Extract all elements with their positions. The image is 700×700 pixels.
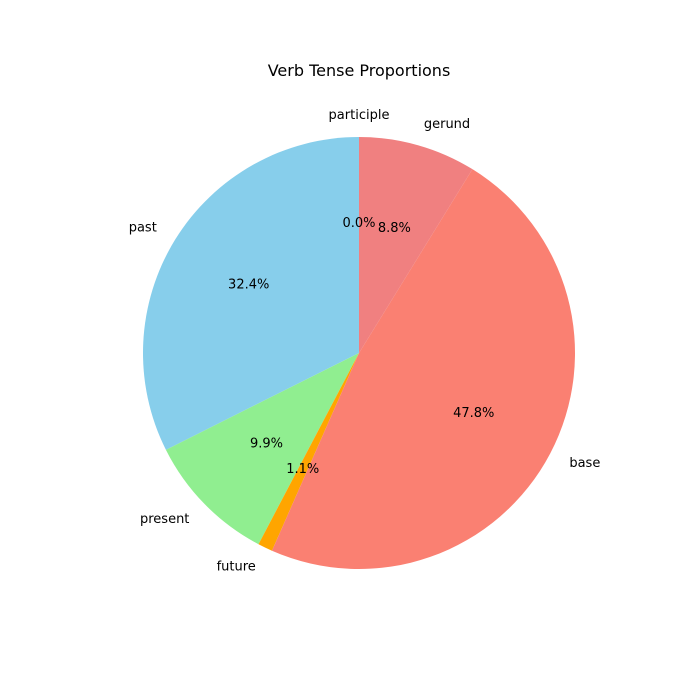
pie-slice-present	[165, 353, 359, 545]
slice-label-present: present	[140, 512, 189, 527]
slice-label-past: past	[129, 221, 157, 236]
slice-label-gerund: gerund	[424, 117, 470, 132]
pct-label-gerund: 8.8%	[378, 221, 411, 236]
slice-label-base: base	[569, 456, 600, 471]
slice-label-participle: participle	[329, 108, 390, 123]
pct-label-participle: 0.0%	[342, 216, 375, 231]
pct-label-future: 1.1%	[286, 462, 319, 477]
slice-label-future: future	[217, 560, 256, 575]
labels-layer: participle 0.0% past 32.4% present 9.9% future…	[129, 108, 601, 575]
pct-label-present: 9.9%	[250, 436, 283, 451]
slices-layer	[142, 137, 575, 569]
pie-slice-past	[142, 137, 359, 450]
pie-slice-gerund	[359, 137, 473, 353]
pie-slice-future	[258, 353, 359, 551]
pie-slice-base	[271, 169, 575, 569]
chart-title: Verb Tense Proportions	[268, 61, 451, 80]
pct-label-base: 47.8%	[453, 406, 494, 421]
pct-label-past: 32.4%	[228, 277, 269, 292]
